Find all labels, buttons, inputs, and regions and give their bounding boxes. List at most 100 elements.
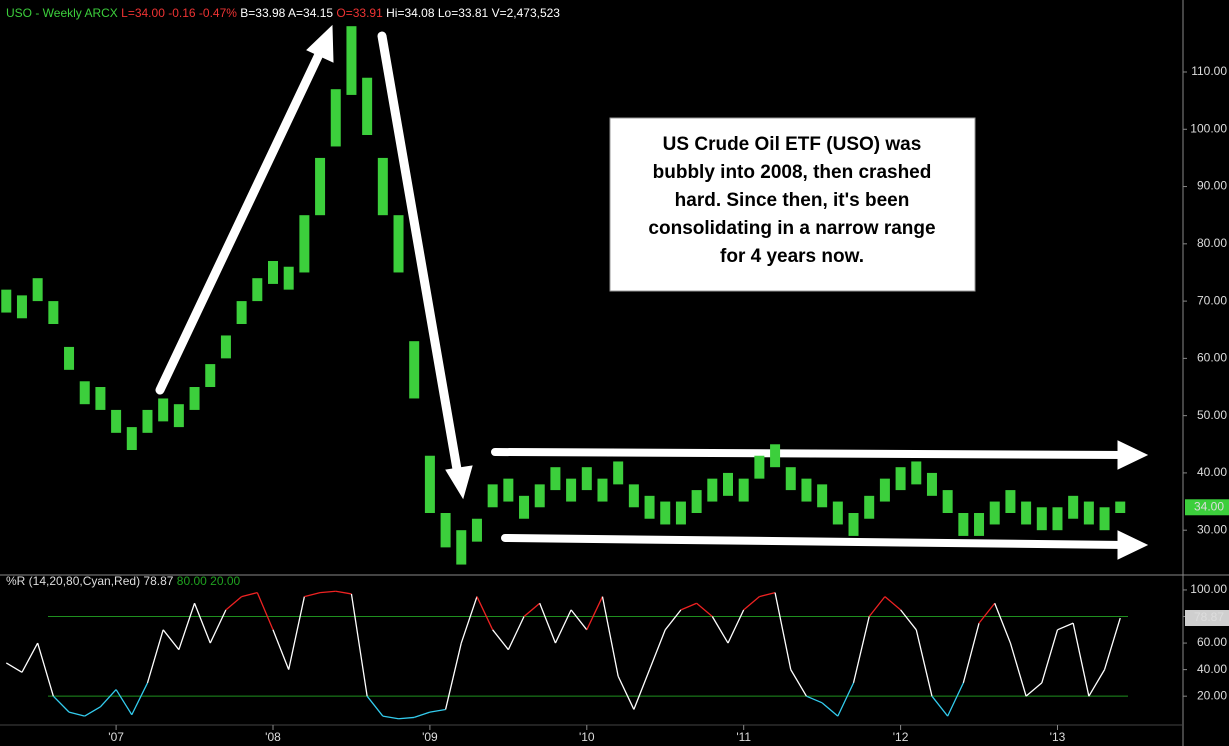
price-bar bbox=[32, 278, 43, 302]
indicator-segment bbox=[648, 629, 666, 670]
price-bar bbox=[675, 501, 686, 525]
indicator-segment bbox=[193, 602, 211, 644]
indicator-segment bbox=[727, 609, 745, 644]
arrow bbox=[491, 448, 1129, 459]
indicator-segment bbox=[947, 682, 964, 717]
ask: A=34.15 bbox=[288, 6, 333, 20]
indicator-segment bbox=[617, 675, 635, 710]
x-tick-label: '13 bbox=[1050, 730, 1066, 744]
x-tick-label: '10 bbox=[579, 730, 595, 744]
price-bar bbox=[409, 341, 420, 399]
y-tick-label: 40.00 bbox=[1197, 662, 1227, 676]
price-bar bbox=[205, 364, 216, 388]
price-bar bbox=[864, 495, 875, 519]
symbol: USO - Weekly bbox=[6, 6, 82, 20]
price-bar bbox=[362, 77, 373, 136]
price-bar bbox=[1005, 490, 1016, 514]
arrow-head bbox=[1117, 440, 1149, 470]
indicator-segment bbox=[304, 591, 321, 598]
indicator-segment bbox=[131, 682, 149, 716]
indicator-segment bbox=[413, 711, 431, 719]
price-bar bbox=[723, 472, 733, 496]
price-bar bbox=[268, 261, 278, 284]
last-value-label: 34.00 bbox=[1194, 499, 1224, 513]
indicator-segment bbox=[790, 669, 808, 697]
price-bar bbox=[220, 335, 231, 359]
x-tick-label: '11 bbox=[736, 730, 751, 744]
price-bar bbox=[252, 278, 263, 302]
indicator-segment bbox=[868, 596, 886, 617]
arrow bbox=[155, 43, 327, 395]
indicator-segment bbox=[852, 616, 870, 684]
price-bar bbox=[377, 157, 388, 216]
price-bar bbox=[64, 346, 75, 370]
indicator-segment bbox=[241, 591, 258, 598]
indicator-segment bbox=[507, 616, 525, 650]
y-tick-label: 30.00 bbox=[1197, 522, 1227, 536]
price-bar bbox=[393, 215, 404, 273]
price-bar bbox=[566, 478, 577, 502]
indicator-segment bbox=[601, 596, 619, 677]
price-bar bbox=[283, 266, 294, 290]
indicator-segment bbox=[994, 602, 1012, 644]
y-tick-label: 80.00 bbox=[1197, 236, 1227, 250]
indicator-segment bbox=[460, 596, 478, 644]
indicator-segment bbox=[1041, 629, 1059, 684]
price-bar bbox=[1099, 507, 1110, 531]
change-pct: -0.47% bbox=[199, 6, 237, 20]
indicator-segment bbox=[821, 702, 839, 717]
arrow bbox=[501, 534, 1129, 549]
price-bar bbox=[832, 501, 843, 525]
indicator-title: %R (14,20,80,Cyan,Red) bbox=[6, 574, 140, 588]
indicator-segment bbox=[476, 596, 494, 631]
y-tick-label: 60.00 bbox=[1197, 351, 1227, 365]
price-bar bbox=[801, 478, 812, 502]
annotation-text: consolidating in a narrow range bbox=[648, 218, 935, 239]
indicator-segment bbox=[633, 669, 651, 710]
last-value-label: 78.87 bbox=[1194, 610, 1224, 624]
annotation-text: US Crude Oil ETF (USO) was bbox=[663, 134, 922, 155]
indicator-segment bbox=[806, 695, 823, 704]
indicator-segment bbox=[1057, 622, 1074, 631]
indicator-segment bbox=[774, 592, 792, 670]
indicator-segment bbox=[382, 715, 399, 720]
y-tick-label: 90.00 bbox=[1197, 179, 1227, 193]
indicator-segment bbox=[256, 592, 274, 631]
bid: B=33.98 bbox=[240, 6, 285, 20]
price-bar bbox=[424, 455, 435, 514]
open: O=33.91 bbox=[336, 6, 383, 20]
volume: V=2,473,523 bbox=[492, 6, 561, 20]
arrows bbox=[155, 24, 1149, 560]
last-value-box bbox=[1185, 610, 1229, 627]
price-bar bbox=[660, 501, 671, 525]
level-label: 80.00 bbox=[177, 574, 207, 588]
price-bar bbox=[173, 404, 184, 428]
indicator-segment bbox=[178, 603, 196, 650]
indicator-segment bbox=[272, 629, 290, 670]
price-bar bbox=[48, 301, 59, 325]
price-bar bbox=[471, 518, 482, 542]
indicator-segment bbox=[1025, 682, 1043, 697]
y-tick-label: 100.00 bbox=[1190, 582, 1227, 596]
price-bar bbox=[79, 381, 90, 405]
price-bar bbox=[142, 409, 153, 433]
price-bar bbox=[581, 467, 592, 491]
indicator-segment bbox=[884, 596, 902, 611]
indicator-segment bbox=[429, 708, 446, 713]
price-bar bbox=[346, 26, 357, 95]
indicator-segment bbox=[680, 602, 697, 611]
price-bar bbox=[989, 501, 1000, 525]
indicator-segment bbox=[711, 616, 729, 644]
indicator-segment bbox=[52, 695, 70, 713]
price-bar bbox=[1036, 507, 1047, 531]
indicator-segment bbox=[1088, 669, 1106, 697]
price-bar bbox=[911, 461, 922, 485]
price-bar bbox=[613, 461, 624, 485]
indicator-segment bbox=[696, 602, 713, 618]
price-bar bbox=[770, 444, 781, 468]
indicator-segment bbox=[84, 706, 101, 717]
annotation-text: bubbly into 2008, then crashed bbox=[653, 162, 932, 183]
indicator-segment bbox=[1009, 642, 1027, 697]
indicator-segment bbox=[146, 629, 164, 684]
price-bar bbox=[707, 478, 718, 502]
